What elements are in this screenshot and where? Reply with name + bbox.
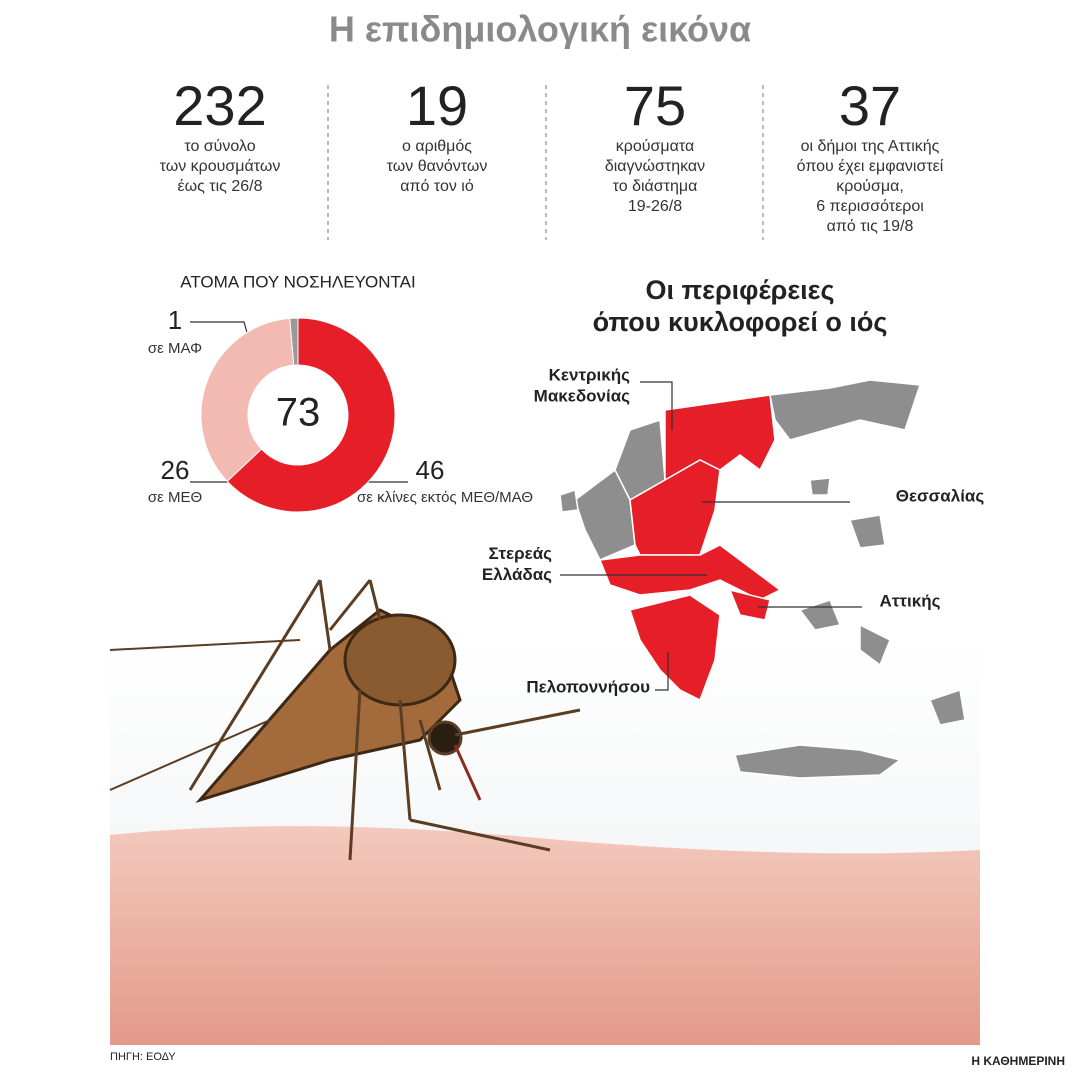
donut-value-label: 1 — [168, 305, 182, 335]
dividers — [327, 85, 764, 240]
stat-value: 75 — [624, 74, 686, 137]
page-title: Η επιδημιολογική εικόνα — [329, 9, 751, 50]
map-leaders — [560, 381, 862, 691]
stat-text: το διάστημα — [613, 178, 698, 195]
map-region-label: Κεντρικής — [549, 365, 630, 384]
donut-category-label: σε κλίνες εκτός ΜΕΘ/ΜΑΘ — [357, 489, 533, 506]
stat-text: το σύνολο — [184, 138, 255, 155]
stat-value: 232 — [173, 74, 266, 137]
map-region-label: Αττικής — [880, 591, 941, 610]
map-region-label: Θεσσαλίας — [896, 486, 985, 505]
stat-text: 19-26/8 — [628, 198, 682, 215]
donut-category-label: σε ΜΑΦ — [148, 340, 202, 357]
stat-value: 37 — [839, 74, 901, 137]
stat-text: κρούσμα, — [836, 178, 904, 195]
mosquito — [109, 579, 581, 861]
stat-text: κρούσματα — [616, 138, 694, 155]
donut-value-label: 26 — [161, 455, 190, 485]
source: ΠΗΓΗ: ΕΟΔΥ — [110, 1051, 176, 1063]
stat-text: ο αριθμός — [402, 138, 472, 155]
donut-title: ΑΤΟΜΑ ΠΟΥ ΝΟΣΗΛΕΥΟΝΤΑΙ — [180, 272, 415, 291]
stat-text: από τον ιό — [400, 178, 474, 195]
map — [559, 379, 966, 779]
map-region-label: Ελλάδας — [482, 565, 552, 584]
stat-text: οι δήμοι της Αττικής — [801, 138, 940, 155]
stat-text: από τις 19/8 — [827, 218, 914, 235]
stat-text: των κρουσμάτων — [160, 158, 281, 175]
stat-text: των θανόντων — [387, 158, 488, 175]
skin — [110, 826, 980, 1045]
donut-total: 73 — [276, 391, 321, 435]
donut-value-label: 46 — [416, 455, 445, 485]
donut-slice — [226, 317, 396, 513]
stat-text: διαγνώστηκαν — [605, 158, 705, 175]
stat-text: έως τις 26/8 — [178, 178, 263, 195]
map-title: όπου κυκλοφορεί ο ιός — [593, 307, 888, 337]
stat-value: 19 — [406, 74, 468, 137]
stat-text: όπου έχει εμφανιστεί — [797, 158, 944, 175]
map-region-label: Πελοποννήσου — [526, 677, 650, 696]
map-title: Οι περιφέρειες — [645, 275, 834, 305]
stat-text: 6 περισσότεροι — [816, 198, 924, 215]
donut-slice — [200, 317, 295, 483]
map-region-label: Στερεάς — [489, 544, 553, 563]
donut-category-label: σε ΜΕΘ — [148, 489, 202, 506]
map-region-label: Μακεδονίας — [534, 386, 630, 405]
brand: Η ΚΑΘΗΜΕΡΙΝΗ — [971, 1054, 1065, 1068]
